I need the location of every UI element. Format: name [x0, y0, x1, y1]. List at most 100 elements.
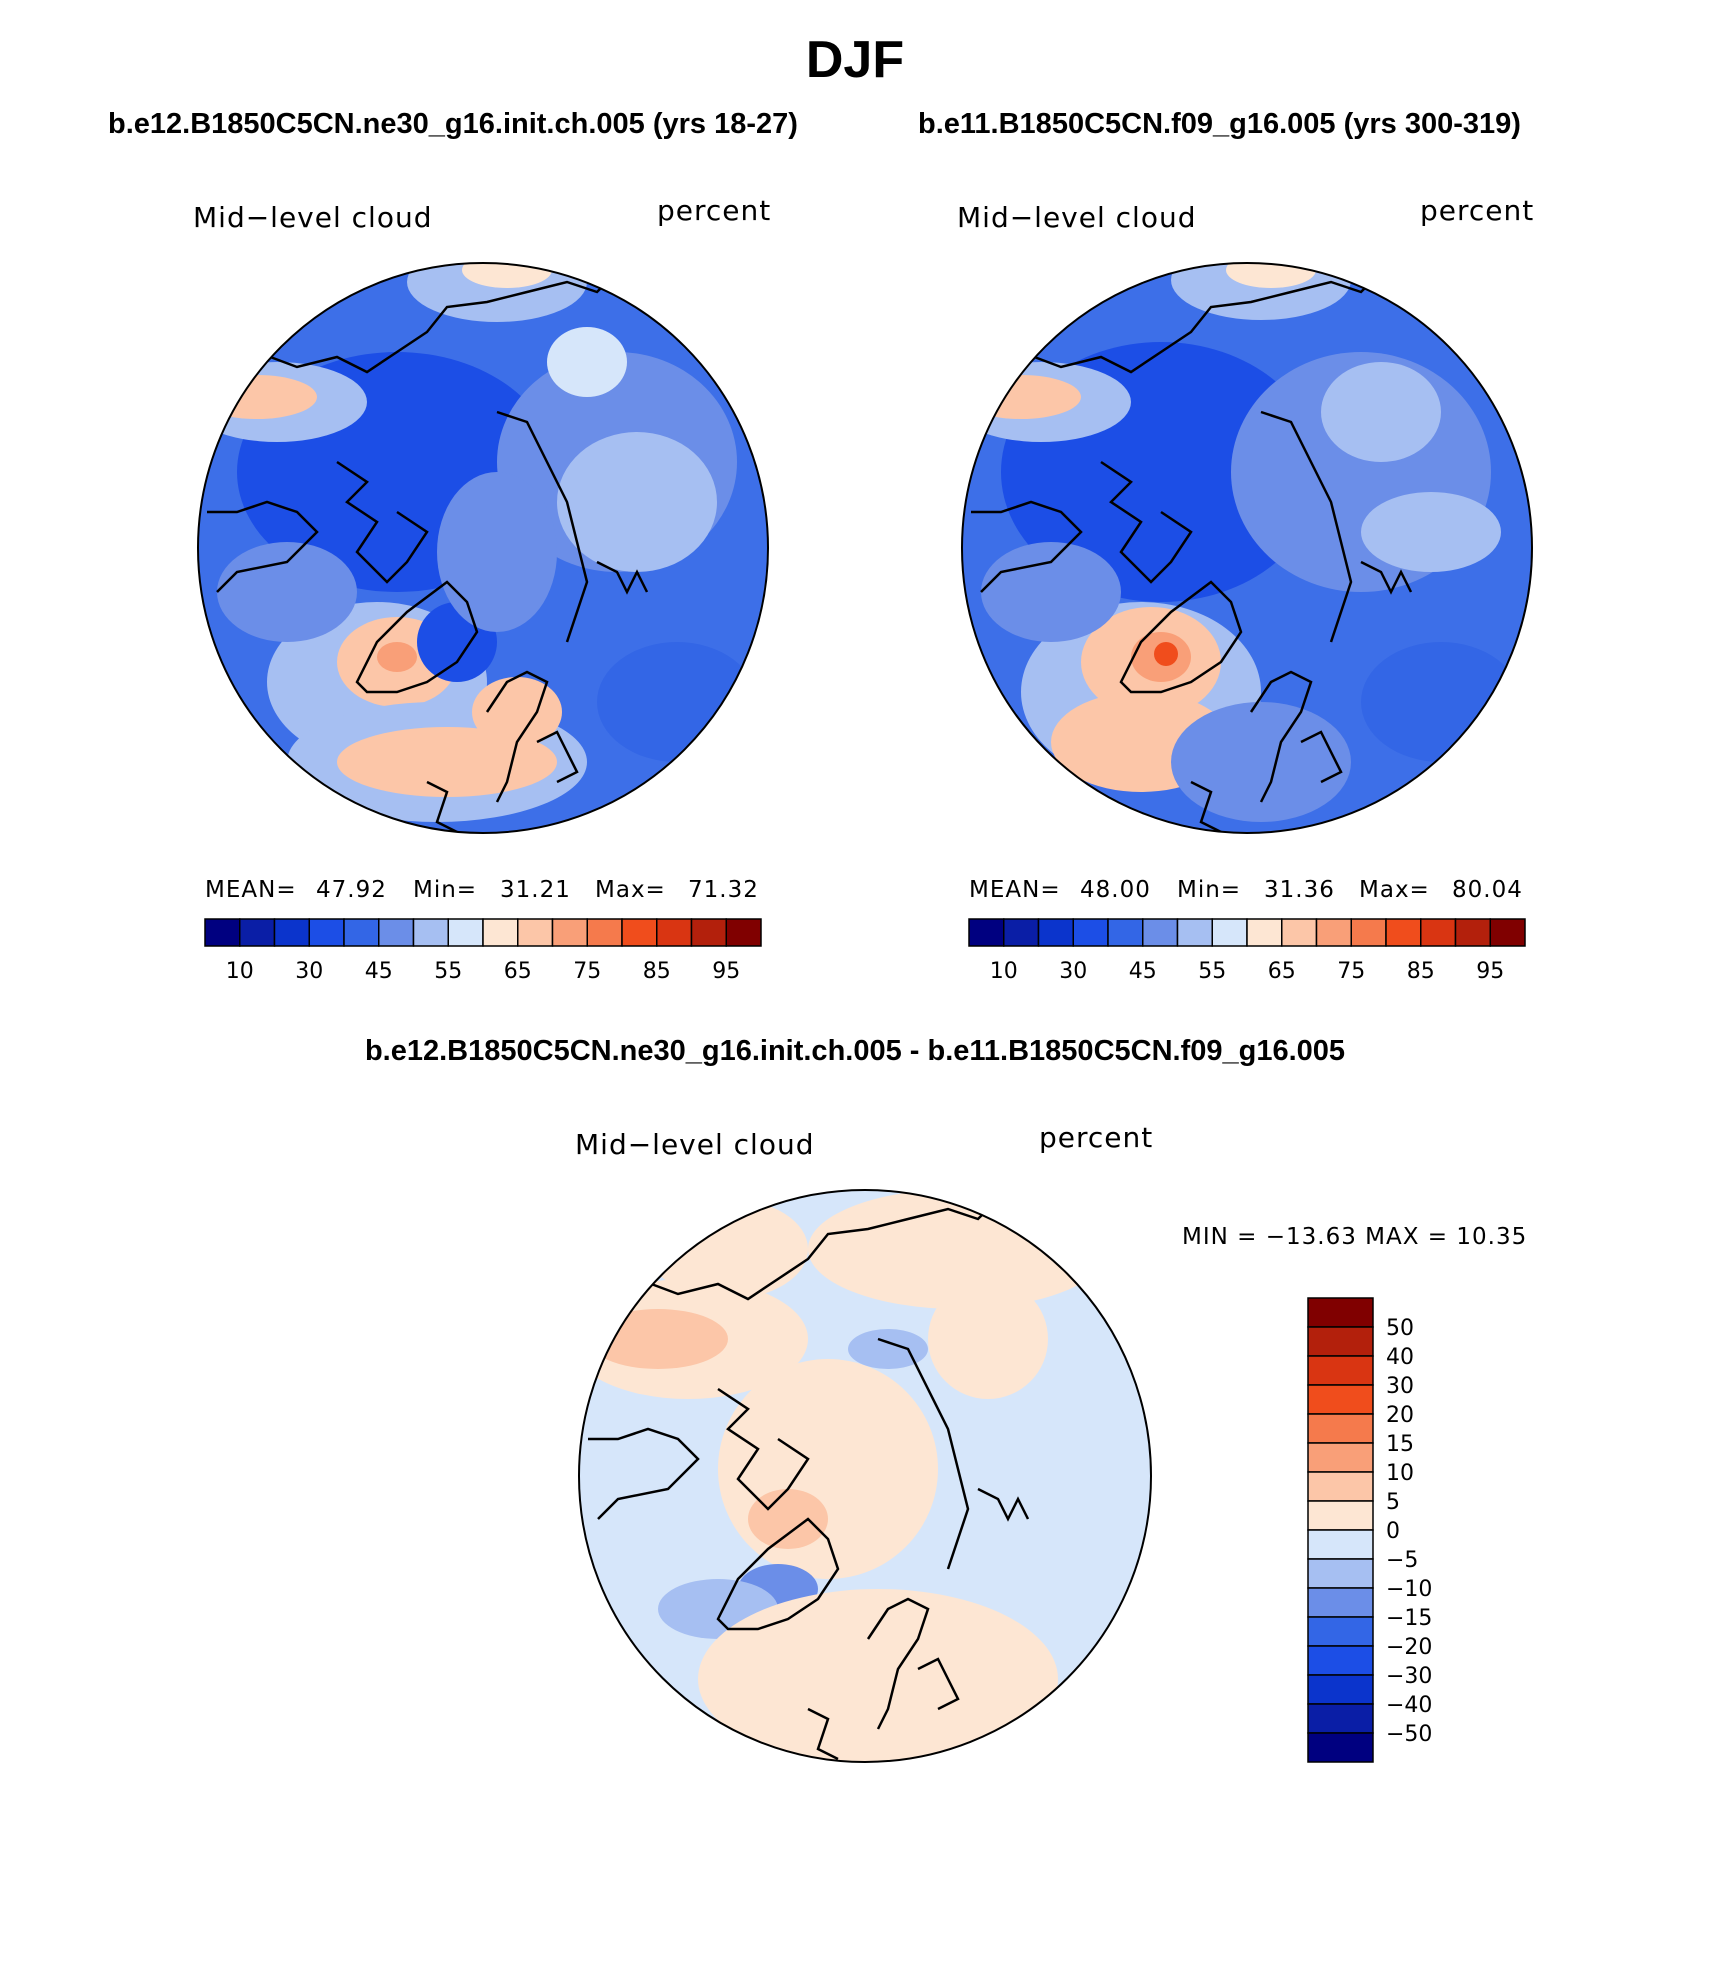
difference-title: b.e12.B1850C5CN.ne30_g16.init.ch.005 - b…	[364, 1035, 1346, 1067]
cloud-field-region	[1171, 702, 1351, 822]
map-boundary	[961, 262, 1533, 834]
colorbar-tick-label: −10	[1386, 1577, 1432, 1602]
colorbar-tick-label: 45	[365, 959, 393, 984]
colorbar-tick-label: 10	[1386, 1461, 1414, 1486]
colorbar-tick-label: −20	[1386, 1635, 1432, 1660]
colorbar-tick-label: −50	[1386, 1722, 1432, 1747]
colorbar-swatch	[551, 918, 588, 947]
colorbar-tick-label: 75	[573, 959, 601, 984]
cloud-field-region	[547, 327, 627, 397]
colorbar-tick-label: −40	[1386, 1693, 1432, 1718]
panel-1-colorbar: 10 30 45 55 65 75 85 95	[204, 918, 762, 984]
difference-polar-map	[578, 1189, 1152, 1763]
cloud-field-region	[472, 677, 562, 747]
colorbar-tick-label: 30	[1059, 959, 1087, 984]
colorbar-swatch	[447, 918, 484, 947]
panel-2-mean-label: MEAN=	[969, 877, 1061, 903]
colorbar-tick-label: 15	[1386, 1432, 1414, 1457]
colorbar-swatch	[725, 918, 762, 947]
colorbar-swatch	[1072, 918, 1109, 947]
colorbar-tick-label: 10	[226, 959, 254, 984]
panel-1-polar-map	[197, 262, 769, 834]
colorbar-swatch	[517, 918, 554, 947]
colorbar-tick-label: −5	[1386, 1548, 1418, 1573]
colorbar-swatch	[239, 918, 276, 947]
cloud-field-region	[1361, 642, 1521, 762]
colorbar-swatch	[1307, 1500, 1374, 1531]
colorbar-swatch	[482, 918, 519, 947]
panel-1-max-value: 71.32	[688, 877, 759, 903]
cloud-field-region	[377, 642, 417, 672]
cloud-field-region	[1154, 642, 1178, 666]
panel-1-min-value: 31.21	[500, 877, 571, 903]
difference-field-region	[928, 1279, 1048, 1399]
cloud-field-region	[557, 432, 717, 572]
colorbar-tick-label: 40	[1386, 1345, 1414, 1370]
cloud-field-region	[198, 375, 317, 419]
panel-2-min-label: Min=	[1177, 877, 1242, 903]
colorbar-tick-label: −15	[1386, 1606, 1432, 1631]
difference-field-region	[848, 1329, 928, 1369]
colorbar-swatch	[204, 918, 241, 947]
coastlines	[207, 271, 719, 833]
panel-2-colorbar: 10 30 45 55 65 75 85 95	[968, 918, 1526, 984]
colorbar-swatch	[308, 918, 345, 947]
colorbar-swatch	[1307, 1413, 1374, 1444]
colorbar-tick-label: 45	[1129, 959, 1157, 984]
map-boundary	[578, 1189, 1152, 1763]
colorbar-tick-label: 85	[1407, 959, 1435, 984]
colorbar-swatch	[1385, 918, 1422, 947]
cloud-field-region	[981, 542, 1121, 642]
colorbar-swatch	[656, 918, 693, 947]
colorbar-tick-label: 20	[1386, 1403, 1414, 1428]
colorbar-swatch	[412, 918, 449, 947]
colorbar-tick-label: 55	[1198, 959, 1226, 984]
colorbar-swatch	[1307, 1616, 1374, 1647]
panel-1-mean-value: 47.92	[316, 877, 387, 903]
difference-min-max: MIN = −13.63 MAX = 10.35	[1182, 1224, 1528, 1250]
colorbar-swatch	[1307, 1355, 1374, 1386]
colorbar-swatch	[1307, 1674, 1374, 1705]
colorbar-swatch	[1307, 1703, 1374, 1734]
cloud-field-region	[1361, 492, 1501, 572]
figure-title: DJF	[805, 31, 905, 89]
colorbar-swatch	[586, 918, 623, 947]
colorbar-tick-label: 10	[990, 959, 1018, 984]
colorbar-swatch	[1307, 1645, 1374, 1676]
colorbar-swatch	[273, 918, 310, 947]
cloud-field-region	[597, 642, 757, 762]
colorbar-tick-label: −30	[1386, 1664, 1432, 1689]
colorbar-swatch	[1307, 1471, 1374, 1502]
panel-2-variable-label: Mid−level cloud	[957, 201, 1197, 234]
panel-2-mean-value: 48.00	[1080, 877, 1151, 903]
colorbar-swatch	[1307, 1384, 1374, 1415]
colorbar-tick-label: 30	[295, 959, 323, 984]
colorbar-swatch	[621, 918, 658, 947]
colorbar-swatch	[1307, 1529, 1374, 1560]
panel-2-max-label: Max=	[1359, 877, 1430, 903]
panel-2-polar-map	[961, 262, 1533, 834]
colorbar-tick-label: 55	[434, 959, 462, 984]
colorbar-swatch	[1246, 918, 1283, 947]
colorbar-tick-label: 75	[1337, 959, 1365, 984]
colorbar-swatch	[1142, 918, 1179, 947]
panel-2-case-title: b.e11.B1850C5CN.f09_g16.005 (yrs 300-319…	[918, 108, 1521, 140]
cloud-field-region	[1226, 263, 1316, 288]
difference-field-region	[588, 1309, 728, 1369]
colorbar-tick-label: 5	[1386, 1490, 1400, 1515]
colorbar-swatch	[1307, 1732, 1374, 1763]
colorbar-tick-label: 85	[643, 959, 671, 984]
colorbar-swatch	[1350, 918, 1387, 947]
difference-field-region	[748, 1489, 828, 1549]
colorbar-swatch	[1420, 918, 1457, 947]
colorbar-swatch	[1307, 1587, 1374, 1618]
panel-2-units-label: percent	[1420, 194, 1535, 227]
panel-1-variable-label: Mid−level cloud	[193, 201, 433, 234]
difference-field-region	[718, 1359, 938, 1579]
panel-2-max-value: 80.04	[1452, 877, 1523, 903]
difference-variable-label: Mid−level cloud	[575, 1128, 815, 1161]
difference-units-label: percent	[1039, 1121, 1154, 1154]
difference-field-region	[648, 1199, 808, 1299]
colorbar-swatch	[343, 918, 380, 947]
colorbar-tick-label: 65	[1268, 959, 1296, 984]
